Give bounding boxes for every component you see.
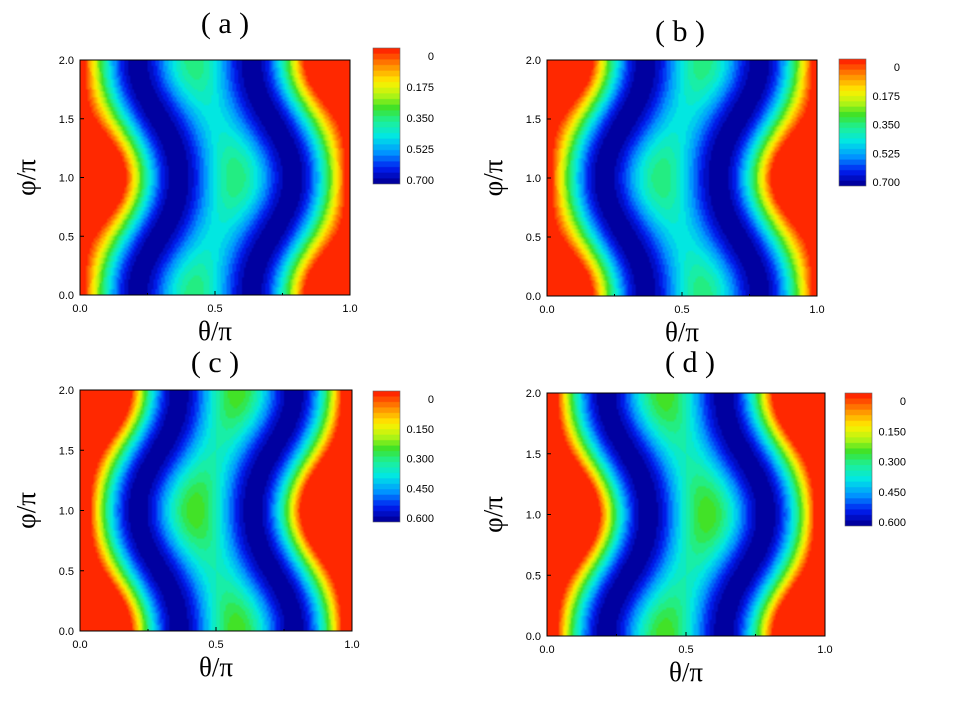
y-tick-label: 1.5 <box>526 114 541 126</box>
x-tick-label: 0.5 <box>678 644 693 656</box>
heatmap-b <box>547 60 817 296</box>
colorbar-label: 0 <box>428 394 434 406</box>
panel-b: ( b ) 0.0 0.5 1.0 0.0 0.5 1.0 1.5 2.0 θ/π φ/π 0 0.17… <box>478 15 900 347</box>
colorbar-label: 0 <box>428 51 434 63</box>
x-tick-label: 0.0 <box>72 303 87 315</box>
y-tick-label: 0.0 <box>59 626 74 638</box>
colorbar-frame-a <box>372 47 401 185</box>
colorbar-label: 0.175 <box>406 82 434 94</box>
colorbar-c <box>373 391 400 522</box>
colorbar-label: 0.300 <box>406 454 434 466</box>
x-axis-label-b: θ/π <box>665 317 699 347</box>
colorbar-label: 0.150 <box>406 424 434 436</box>
colorbar-label: 0.150 <box>878 426 906 438</box>
colorbar-label: 0.700 <box>406 175 434 187</box>
y-tick-label: 0.0 <box>526 631 541 643</box>
colorbar-label: 0 <box>900 396 906 408</box>
y-tick-label: 0.0 <box>59 290 74 302</box>
heatmap-d <box>547 393 825 636</box>
panel-label-a: ( a ) <box>201 7 249 40</box>
y-tick-label: 0.5 <box>59 231 74 243</box>
panel-d: ( d ) 0.0 0.5 1.0 0.0 0.5 1.0 1.5 2.0 θ/π φ/π 0 0.15… <box>478 346 906 687</box>
colorbar-a <box>373 48 400 184</box>
colorbar-frame-b <box>838 58 867 187</box>
colorbar-b <box>839 59 866 186</box>
y-tick-label: 0.5 <box>59 566 74 578</box>
colorbar-label: 0.350 <box>872 120 900 132</box>
x-tick-label: 0.0 <box>539 644 554 656</box>
y-tick-label: 1.5 <box>59 114 74 126</box>
y-tick-label: 2.0 <box>526 388 541 400</box>
y-tick-label: 0.5 <box>526 570 541 582</box>
y-axis-label-d: φ/π <box>478 496 508 533</box>
y-tick-label: 0.5 <box>526 232 541 244</box>
y-tick-label: 2.0 <box>59 55 74 67</box>
colorbar-frame-d <box>844 392 873 527</box>
colorbar-label: 0.600 <box>878 517 906 529</box>
colorbar-frame-c <box>372 390 401 523</box>
colorbar-label: 0.450 <box>878 487 906 499</box>
panel-label-c: ( c ) <box>191 346 239 379</box>
y-tick-label: 1.5 <box>526 449 541 461</box>
x-tick-label: 0.0 <box>72 639 87 651</box>
colorbar-label: 0.700 <box>872 177 900 189</box>
y-tick-label: 1.5 <box>59 445 74 457</box>
colorbar-label: 0.450 <box>406 483 434 495</box>
panel-a: ( a ) 0.0 0.5 1.0 0.0 0.5 1.0 1.5 2.0 θ/π φ/π 0 0.17… <box>11 7 434 346</box>
x-tick-label: 0.0 <box>539 304 554 316</box>
x-tick-label: 1.0 <box>342 303 357 315</box>
y-axis-label-a: φ/π <box>11 159 41 196</box>
colorbar-label: 0.525 <box>872 148 900 160</box>
colorbar-label: 0.525 <box>406 144 434 156</box>
y-tick-label: 2.0 <box>59 385 74 397</box>
y-axis-label-c: φ/π <box>11 492 41 529</box>
x-tick-label: 0.5 <box>208 639 223 651</box>
heatmap-a <box>80 60 350 295</box>
y-tick-label: 0.0 <box>526 291 541 303</box>
y-axis-label-b: φ/π <box>478 159 508 196</box>
x-tick-label: 0.5 <box>674 304 689 316</box>
colorbar-label: 0 <box>894 62 900 74</box>
colorbar-label: 0.175 <box>872 91 900 103</box>
y-tick-label: 1.0 <box>526 173 541 185</box>
y-tick-label: 1.0 <box>59 506 74 518</box>
x-tick-label: 0.5 <box>207 303 222 315</box>
heatmap-c <box>80 390 352 631</box>
colorbar-label: 0.600 <box>406 513 434 525</box>
x-tick-label: 1.0 <box>809 304 824 316</box>
colorbar-label: 0.350 <box>406 113 434 125</box>
panel-label-b: ( b ) <box>655 15 705 48</box>
panel-c: ( c ) 0.0 0.5 1.0 0.0 0.5 1.0 1.5 2.0 θ/π φ/π 0 0.15… <box>11 346 434 682</box>
y-tick-label: 1.0 <box>526 510 541 522</box>
colorbar-label: 0.300 <box>878 457 906 469</box>
panel-label-d: ( d ) <box>665 346 715 379</box>
x-tick-label: 1.0 <box>344 639 359 651</box>
y-tick-label: 1.0 <box>59 173 74 185</box>
x-tick-label: 1.0 <box>817 644 832 656</box>
x-axis-label-a: θ/π <box>198 316 232 346</box>
colorbar-d <box>845 393 872 526</box>
y-tick-label: 2.0 <box>526 55 541 67</box>
x-axis-label-c: θ/π <box>199 652 233 682</box>
x-axis-label-d: θ/π <box>669 657 703 687</box>
